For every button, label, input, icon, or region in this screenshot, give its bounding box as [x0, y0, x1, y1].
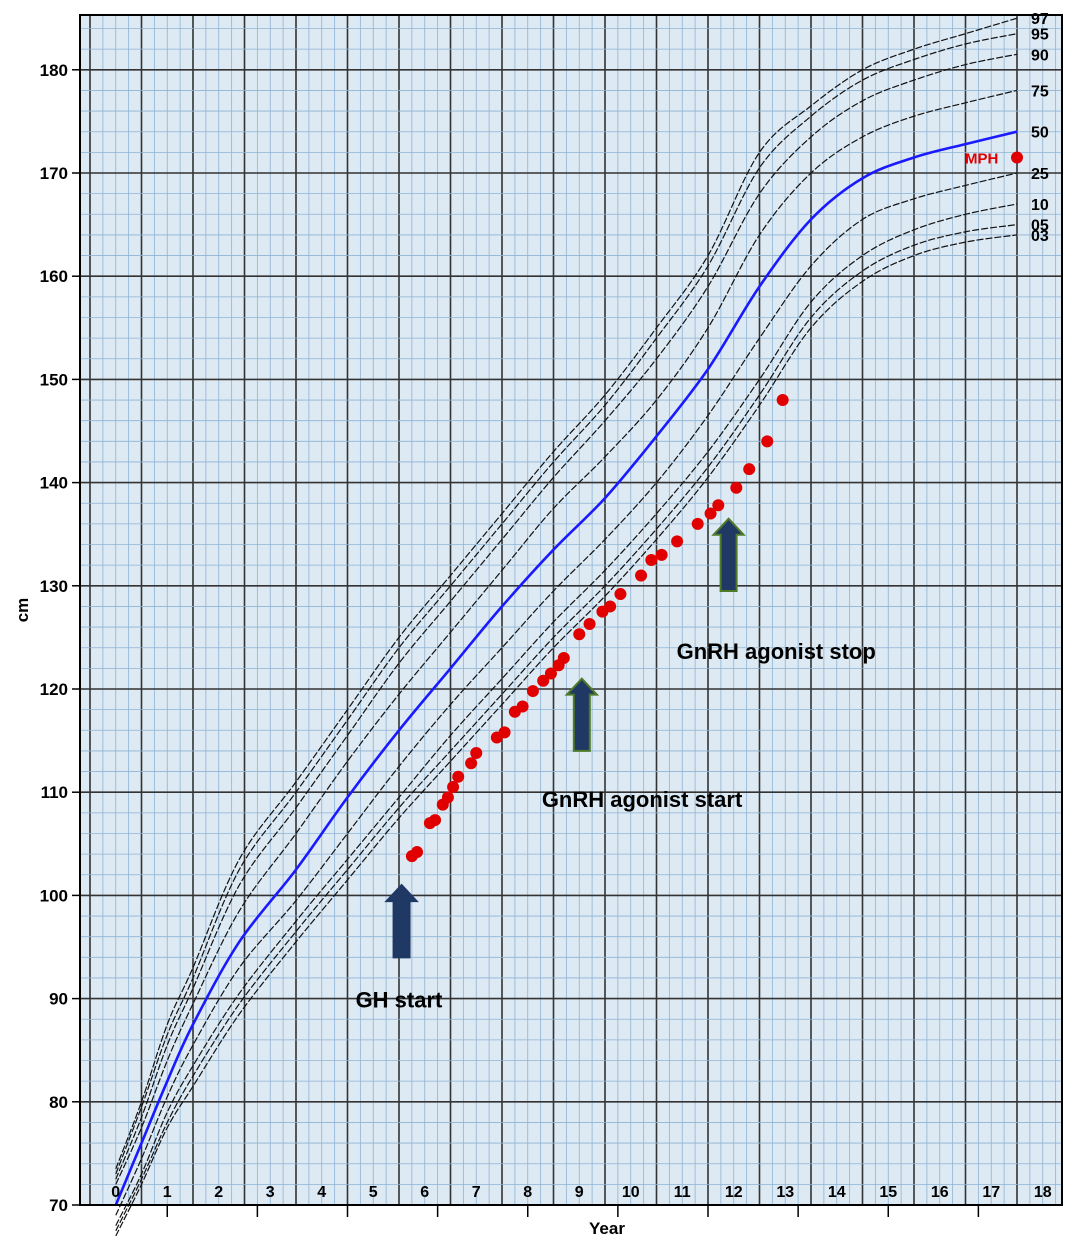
- grid: [80, 15, 1062, 1206]
- patient-point: [635, 569, 648, 582]
- annotation-arrow-3: [711, 517, 746, 592]
- annotation-text-1: GH start: [356, 987, 443, 1012]
- patient-point: [516, 700, 529, 713]
- patient-point: [452, 770, 465, 783]
- percentile-label-03: 03: [1031, 228, 1049, 245]
- patient-point: [704, 507, 717, 520]
- patient-point: [604, 600, 617, 613]
- patient-point: [441, 791, 454, 804]
- mph-label: MPH: [965, 151, 998, 168]
- y-tick-label: 110: [41, 783, 68, 802]
- patient-point: [743, 463, 756, 476]
- percentile-curve-10: [115, 203, 1018, 1226]
- patient-point: [730, 481, 743, 494]
- percentile-label-50: 50: [1031, 125, 1049, 142]
- y-tick-label: 90: [49, 990, 68, 1009]
- annotation-text-2: GnRH agonist start: [542, 787, 743, 812]
- mph-point: [1011, 151, 1023, 164]
- percentile-curve-03: [115, 234, 1018, 1237]
- x-tick-label: 14: [828, 1184, 846, 1201]
- x-axis-label: Year: [589, 1219, 625, 1238]
- patient-points: MPH: [405, 151, 1023, 863]
- y-tick-label: 170: [40, 164, 68, 183]
- patient-point: [655, 548, 668, 561]
- x-tick-label: 15: [879, 1184, 897, 1201]
- percentile-label-95: 95: [1031, 27, 1049, 44]
- patient-point: [671, 535, 684, 548]
- annotations: GH start GnRH agonist start GnRH agonist s…: [356, 517, 876, 1012]
- x-tick-label: 8: [523, 1184, 532, 1201]
- plot-area: [80, 15, 1062, 1205]
- patient-point: [447, 781, 460, 794]
- patient-point: [614, 588, 627, 601]
- y-tick-label: 160: [40, 267, 68, 286]
- y-tick-label: 100: [40, 886, 68, 905]
- x-tick-label: 10: [622, 1184, 640, 1201]
- patient-point: [557, 652, 570, 665]
- patient-point: [498, 726, 511, 739]
- x-tick-label: 5: [369, 1184, 378, 1201]
- percentile-curve-25: [115, 172, 1018, 1216]
- percentile-label-97: 97: [1031, 11, 1049, 28]
- patient-point: [691, 517, 704, 530]
- patient-point: [537, 674, 550, 687]
- x-tick-label: 7: [472, 1184, 481, 1201]
- x-tick-label: 2: [214, 1184, 223, 1201]
- percentile-curve-97: [115, 17, 1018, 1170]
- percentile-curve-95: [115, 33, 1018, 1175]
- patient-point: [761, 435, 774, 448]
- patient-point: [583, 617, 596, 630]
- x-tick-label: 6: [420, 1184, 429, 1201]
- x-tick-label: 12: [725, 1184, 743, 1201]
- x-tick-label: 1: [163, 1184, 172, 1201]
- percentile-curve-05: [115, 224, 1018, 1232]
- x-tick-label: 13: [776, 1184, 794, 1201]
- patient-point: [712, 499, 725, 512]
- y-tick-label: 130: [40, 577, 68, 596]
- percentile-curve-75: [115, 89, 1018, 1185]
- percentile-label-05: 05: [1031, 218, 1049, 235]
- plot-frame: [79, 14, 1063, 1206]
- y-tick-label: 140: [40, 474, 68, 493]
- x-tick-label: 11: [674, 1184, 691, 1201]
- patient-point: [544, 667, 557, 680]
- x-tick-label: 18: [1034, 1184, 1052, 1201]
- patient-point: [776, 394, 789, 407]
- x-tick-label: 17: [982, 1184, 1000, 1201]
- patient-point: [429, 814, 442, 827]
- y-tick-label: 80: [49, 1093, 68, 1112]
- patient-point: [470, 746, 483, 759]
- y-axis-label: cm: [13, 598, 32, 623]
- percentile-label-10: 10: [1031, 197, 1049, 214]
- x-tick-label: 0: [111, 1184, 120, 1201]
- percentile-label-90: 90: [1031, 47, 1049, 64]
- annotation-text-3: GnRH agonist stop: [677, 639, 876, 664]
- annotation-arrow-2: [564, 677, 600, 752]
- y-tick-label: 70: [49, 1196, 68, 1215]
- percentile-curve-50: [114, 130, 1018, 1206]
- patient-point: [573, 628, 586, 641]
- percentile-label-75: 75: [1031, 83, 1049, 100]
- patient-point: [465, 757, 478, 770]
- annotation-arrow-1: [384, 883, 419, 959]
- x-tick-label: 4: [317, 1184, 326, 1201]
- x-tick-label: 9: [575, 1184, 584, 1201]
- x-tick-label: 16: [931, 1184, 949, 1201]
- percentile-curve-90: [115, 53, 1018, 1180]
- percentile-label-25: 25: [1031, 166, 1049, 183]
- plot-area-background: [80, 15, 1062, 1205]
- patient-point: [411, 846, 424, 859]
- patient-point: [526, 685, 539, 698]
- x-tick-label: 3: [266, 1184, 275, 1201]
- y-tick-label: 180: [40, 61, 68, 80]
- patient-point: [645, 554, 658, 566]
- y-tick-label: 120: [40, 680, 68, 699]
- y-tick-label: 150: [40, 370, 68, 389]
